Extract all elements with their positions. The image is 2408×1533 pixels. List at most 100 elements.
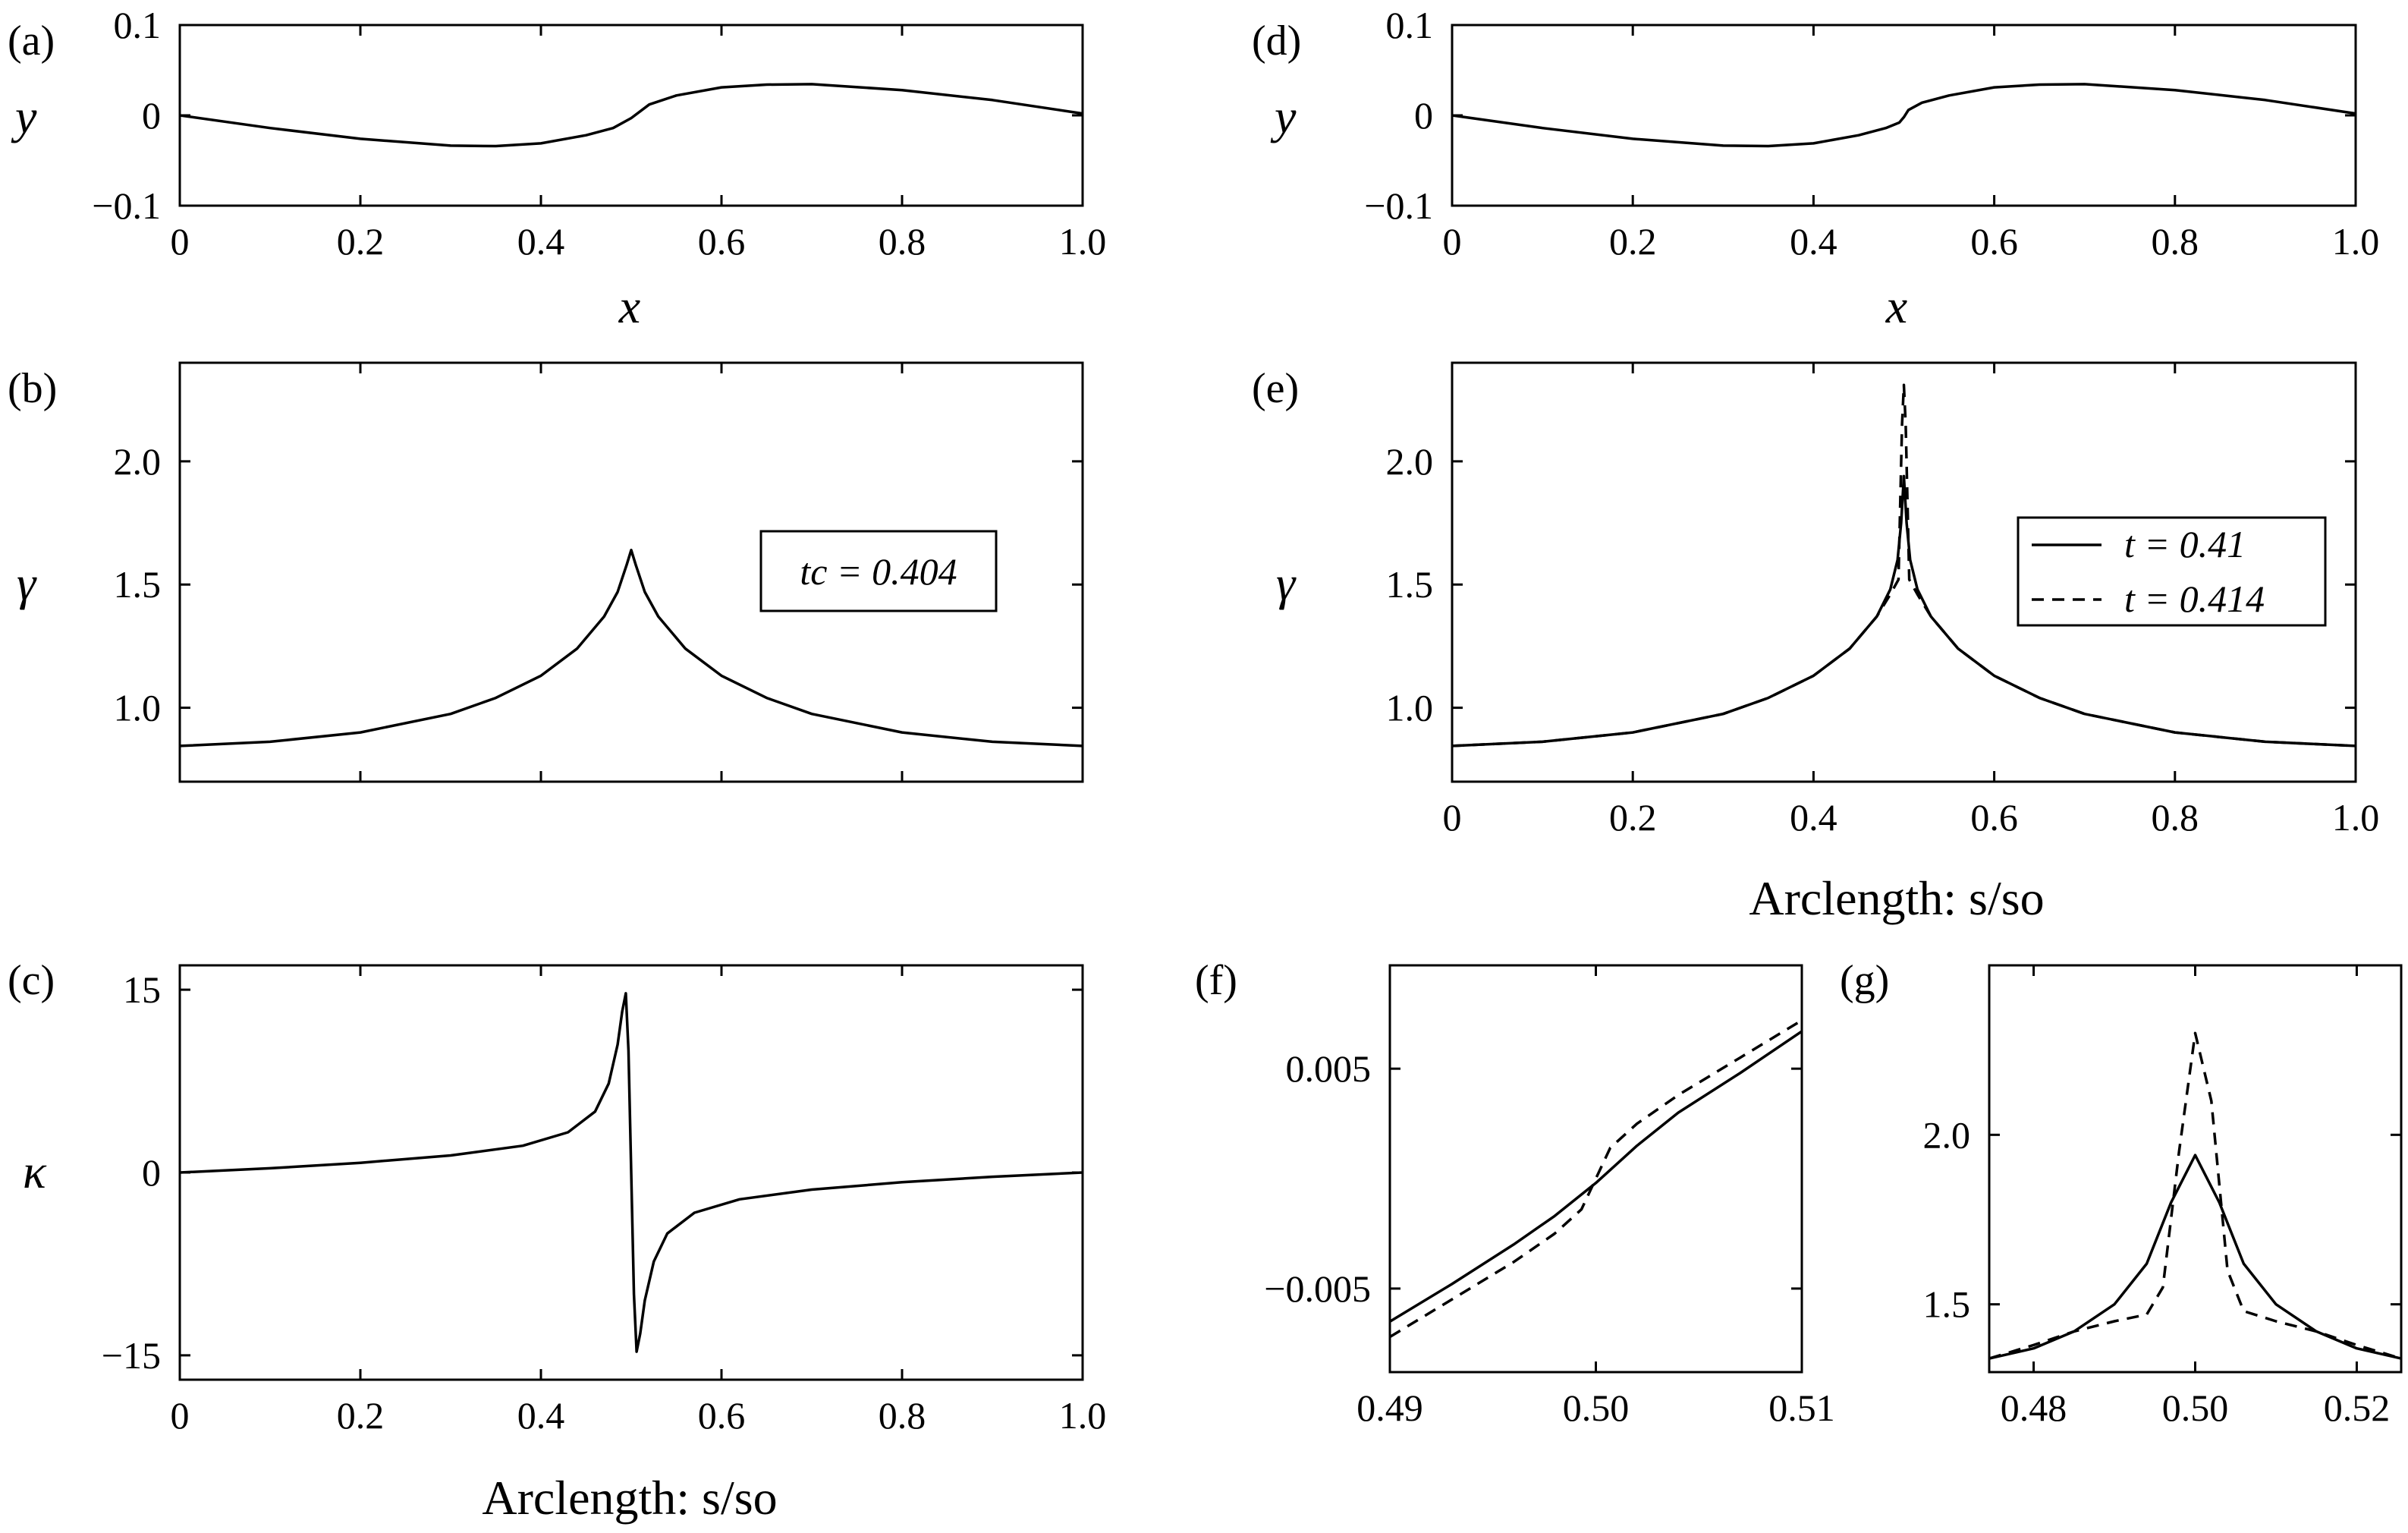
panel-e: (e) γ Arclength: s/so 0 0.2 0.4 0.6 0.8 1.0 2.… xyxy=(1252,361,2380,925)
series-g-solid-line xyxy=(1988,1154,2402,1360)
x-tick-label-a: 1.0 xyxy=(1059,220,1107,263)
y-tick-label-f: −0.005 xyxy=(1264,1267,1371,1310)
y-axis-label-b: γ xyxy=(17,556,37,610)
plot-frame-f xyxy=(1388,964,1803,1374)
panel-g: (g) 0.48 0.50 0.52 2.0 1.5 xyxy=(1840,957,2403,1429)
y-axis-label-a: y xyxy=(11,90,37,143)
y-tick-label-d: 0.1 xyxy=(1386,4,1434,46)
panel-a: (a) y x 0 0.2 0.4 0.6 0.8 1.00.10−0.1 xyxy=(8,4,1106,333)
x-tick-label-a: 0.2 xyxy=(337,220,385,263)
plot-b: 2.0 1.5 1.0 xyxy=(114,361,1084,783)
series-b-solid-line xyxy=(179,549,1083,748)
panel-label-c: (c) xyxy=(8,957,55,1004)
x-tick-label-e: 0 xyxy=(1443,796,1462,839)
x-tick-label-g: 0.48 xyxy=(2001,1387,2067,1429)
x-tick-label-c: 0.4 xyxy=(517,1394,565,1437)
y-tick-label-c: 0 xyxy=(142,1151,161,1194)
x-axis-label-d: x xyxy=(1885,279,1907,333)
x-tick-label-d: 0.8 xyxy=(2152,220,2199,263)
x-tick-label-e: 1.0 xyxy=(2332,796,2380,839)
panel-f: (f) 0.49 0.50 0.51 0.005 −0.005 xyxy=(1195,957,1835,1429)
x-tick-label-e: 0.4 xyxy=(1790,796,1837,839)
x-tick-label-d: 1.0 xyxy=(2332,220,2380,263)
y-tick-label-g: 2.0 xyxy=(1923,1113,1971,1156)
x-tick-label-a: 0.6 xyxy=(698,220,746,263)
x-tick-label-e: 0.8 xyxy=(2152,796,2199,839)
x-tick-label-d: 0.6 xyxy=(1970,220,2018,263)
x-tick-label-a: 0.8 xyxy=(879,220,926,263)
series-f-dashed-line xyxy=(1389,1018,1803,1339)
x-tick-label-a: 0.4 xyxy=(517,220,565,263)
series-c-solid-line xyxy=(179,992,1083,1353)
y-tick-label-c: −15 xyxy=(102,1334,161,1377)
plot-f: 0.49 0.50 0.51 0.005 −0.005 xyxy=(1264,964,1835,1429)
series-d-solid-line xyxy=(1451,83,2356,148)
legend-entry-2: t = 0.414 xyxy=(2124,578,2265,620)
series-f-solid-line xyxy=(1389,1030,1803,1323)
x-tick-label-c: 0 xyxy=(171,1394,190,1437)
y-tick-label-b: 1.5 xyxy=(114,563,162,606)
panel-b: (b) γ 2.0 1.5 1.0 tc = 0.404 xyxy=(8,361,1084,783)
series-e-dashed-line xyxy=(1451,383,2356,748)
plot-frame-e xyxy=(1451,361,2357,783)
y-tick-label-b: 1.0 xyxy=(114,687,162,729)
x-tick-label-g: 0.52 xyxy=(2324,1387,2391,1429)
panel-d: (d) y x 0 0.2 0.4 0.6 0.8 1.00.10−0.1 xyxy=(1252,4,2379,333)
x-tick-label-e: 0.6 xyxy=(1970,796,2018,839)
plot-g: 0.48 0.50 0.52 2.0 1.5 xyxy=(1923,964,2403,1429)
plot-d: 0 0.2 0.4 0.6 0.8 1.00.10−0.1 xyxy=(1364,4,2379,263)
x-tick-label-c: 0.8 xyxy=(879,1394,926,1437)
y-tick-label-a: −0.1 xyxy=(92,184,161,227)
x-tick-label-e: 0.2 xyxy=(1609,796,1657,839)
x-tick-label-c: 1.0 xyxy=(1059,1394,1107,1437)
annotation-text-b: tc = 0.404 xyxy=(800,550,957,593)
y-axis-label-c: κ xyxy=(23,1144,47,1198)
series-a-solid-line xyxy=(179,83,1083,148)
panel-label-f: (f) xyxy=(1195,957,1237,1004)
legend-frame-e xyxy=(2017,516,2327,627)
plot-frame-g xyxy=(1988,964,2403,1374)
legend-entry-1: t = 0.41 xyxy=(2124,523,2246,565)
legend-e: t = 0.41 t = 0.414 xyxy=(2017,516,2327,627)
y-tick-label-g: 1.5 xyxy=(1923,1283,1971,1326)
x-tick-label-c: 0.2 xyxy=(337,1394,385,1437)
panel-c: (c) κ Arclength: s/so 0 0.2 0.4 0.6 0.8 1.0 15… xyxy=(8,957,1106,1525)
y-tick-label-e: 2.0 xyxy=(1386,440,1434,483)
panel-label-b: (b) xyxy=(8,365,57,412)
y-axis-label-e: γ xyxy=(1276,556,1297,610)
plot-a: 0 0.2 0.4 0.6 0.8 1.00.10−0.1 xyxy=(92,4,1106,263)
y-tick-label-b: 2.0 xyxy=(114,440,162,483)
series-g-dashed-line xyxy=(1988,1031,2402,1360)
plot-e: 0 0.2 0.4 0.6 0.8 1.0 2.0 1.5 1.0 xyxy=(1386,361,2380,839)
panel-label-a: (a) xyxy=(8,17,55,65)
y-tick-label-d: −0.1 xyxy=(1364,184,1433,227)
x-tick-label-c: 0.6 xyxy=(698,1394,746,1437)
x-tick-label-f: 0.51 xyxy=(1768,1387,1835,1429)
annotation-frame-b xyxy=(759,530,998,612)
x-axis-label-a: x xyxy=(618,279,640,333)
x-axis-label-e: Arclength: s/so xyxy=(1749,871,2044,925)
y-axis-label-d: y xyxy=(1270,90,1297,143)
x-tick-label-g: 0.50 xyxy=(2162,1387,2229,1429)
annotation-box-b: tc = 0.404 xyxy=(759,530,998,612)
plot-frame-a xyxy=(178,24,1084,207)
y-tick-label-d: 0 xyxy=(1414,94,1433,137)
y-tick-label-a: 0 xyxy=(142,94,161,137)
x-tick-label-a: 0 xyxy=(171,220,190,263)
plot-frame-b xyxy=(178,361,1084,783)
y-tick-label-e: 1.5 xyxy=(1386,563,1434,606)
y-tick-label-a: 0.1 xyxy=(114,4,162,46)
panel-label-e: (e) xyxy=(1252,365,1299,412)
x-tick-label-d: 0.2 xyxy=(1609,220,1657,263)
y-tick-label-f: 0.005 xyxy=(1286,1047,1372,1090)
x-axis-label-c: Arclength: s/so xyxy=(482,1471,777,1525)
x-tick-label-f: 0.49 xyxy=(1356,1387,1423,1429)
y-tick-label-e: 1.0 xyxy=(1386,687,1434,729)
panel-label-d: (d) xyxy=(1252,17,1301,65)
y-tick-label-c: 15 xyxy=(123,968,161,1011)
x-tick-label-d: 0 xyxy=(1443,220,1462,263)
x-tick-label-d: 0.4 xyxy=(1790,220,1837,263)
x-tick-label-f: 0.50 xyxy=(1563,1387,1630,1429)
